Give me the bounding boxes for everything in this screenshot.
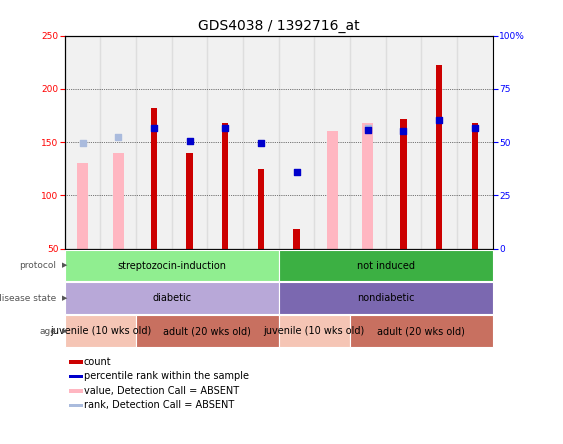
Text: rank, Detection Call = ABSENT: rank, Detection Call = ABSENT bbox=[84, 400, 234, 410]
Bar bbox=[243, 36, 279, 249]
Point bbox=[470, 125, 479, 132]
Point bbox=[114, 133, 123, 140]
Bar bbox=[472, 123, 478, 249]
Bar bbox=[222, 123, 229, 249]
Point bbox=[221, 125, 230, 132]
Bar bbox=[65, 250, 279, 281]
Bar bbox=[69, 361, 83, 364]
Bar bbox=[113, 153, 124, 249]
Bar bbox=[65, 315, 136, 347]
Text: adult (20 wks old): adult (20 wks old) bbox=[163, 326, 251, 336]
Bar bbox=[65, 282, 279, 314]
Bar bbox=[77, 163, 88, 249]
Bar bbox=[279, 315, 350, 347]
Bar bbox=[314, 36, 350, 249]
Bar bbox=[100, 36, 136, 249]
Bar bbox=[65, 36, 100, 249]
Point bbox=[435, 116, 444, 123]
Bar bbox=[207, 36, 243, 249]
Bar bbox=[457, 36, 493, 249]
Point bbox=[256, 139, 265, 147]
Bar bbox=[293, 230, 300, 249]
Title: GDS4038 / 1392716_at: GDS4038 / 1392716_at bbox=[198, 19, 360, 33]
Bar bbox=[69, 404, 83, 407]
Bar bbox=[186, 153, 193, 249]
Text: disease state: disease state bbox=[0, 294, 56, 303]
Bar bbox=[258, 169, 264, 249]
Text: juvenile (10 wks old): juvenile (10 wks old) bbox=[263, 326, 365, 336]
Point bbox=[149, 125, 158, 132]
Point bbox=[185, 138, 194, 145]
Text: percentile rank within the sample: percentile rank within the sample bbox=[84, 372, 249, 381]
Bar bbox=[350, 315, 493, 347]
Bar bbox=[69, 375, 83, 378]
Point bbox=[399, 128, 408, 135]
Bar bbox=[279, 282, 493, 314]
Point bbox=[78, 139, 87, 147]
Text: count: count bbox=[84, 357, 111, 367]
Text: not induced: not induced bbox=[356, 261, 415, 270]
Text: adult (20 wks old): adult (20 wks old) bbox=[377, 326, 465, 336]
Text: diabetic: diabetic bbox=[152, 293, 191, 303]
Bar bbox=[136, 315, 279, 347]
Text: nondiabetic: nondiabetic bbox=[357, 293, 414, 303]
Bar bbox=[136, 36, 172, 249]
Text: ▶: ▶ bbox=[62, 295, 68, 301]
Bar bbox=[400, 119, 406, 249]
Bar bbox=[327, 131, 338, 249]
Bar bbox=[172, 36, 207, 249]
Text: ▶: ▶ bbox=[62, 328, 68, 334]
Text: streptozocin-induction: streptozocin-induction bbox=[117, 261, 226, 270]
Bar bbox=[69, 389, 83, 392]
Bar bbox=[151, 108, 157, 249]
Bar bbox=[386, 36, 421, 249]
Point bbox=[363, 125, 372, 132]
Bar bbox=[350, 36, 386, 249]
Text: value, Detection Call = ABSENT: value, Detection Call = ABSENT bbox=[84, 386, 239, 396]
Bar bbox=[279, 36, 314, 249]
Bar bbox=[421, 36, 457, 249]
Text: protocol: protocol bbox=[19, 261, 56, 270]
Bar bbox=[436, 65, 443, 249]
Bar bbox=[363, 123, 373, 249]
Point bbox=[363, 127, 372, 134]
Point bbox=[292, 168, 301, 175]
Text: age: age bbox=[39, 327, 56, 336]
Bar bbox=[279, 250, 493, 281]
Text: ▶: ▶ bbox=[62, 262, 68, 269]
Text: juvenile (10 wks old): juvenile (10 wks old) bbox=[50, 326, 151, 336]
